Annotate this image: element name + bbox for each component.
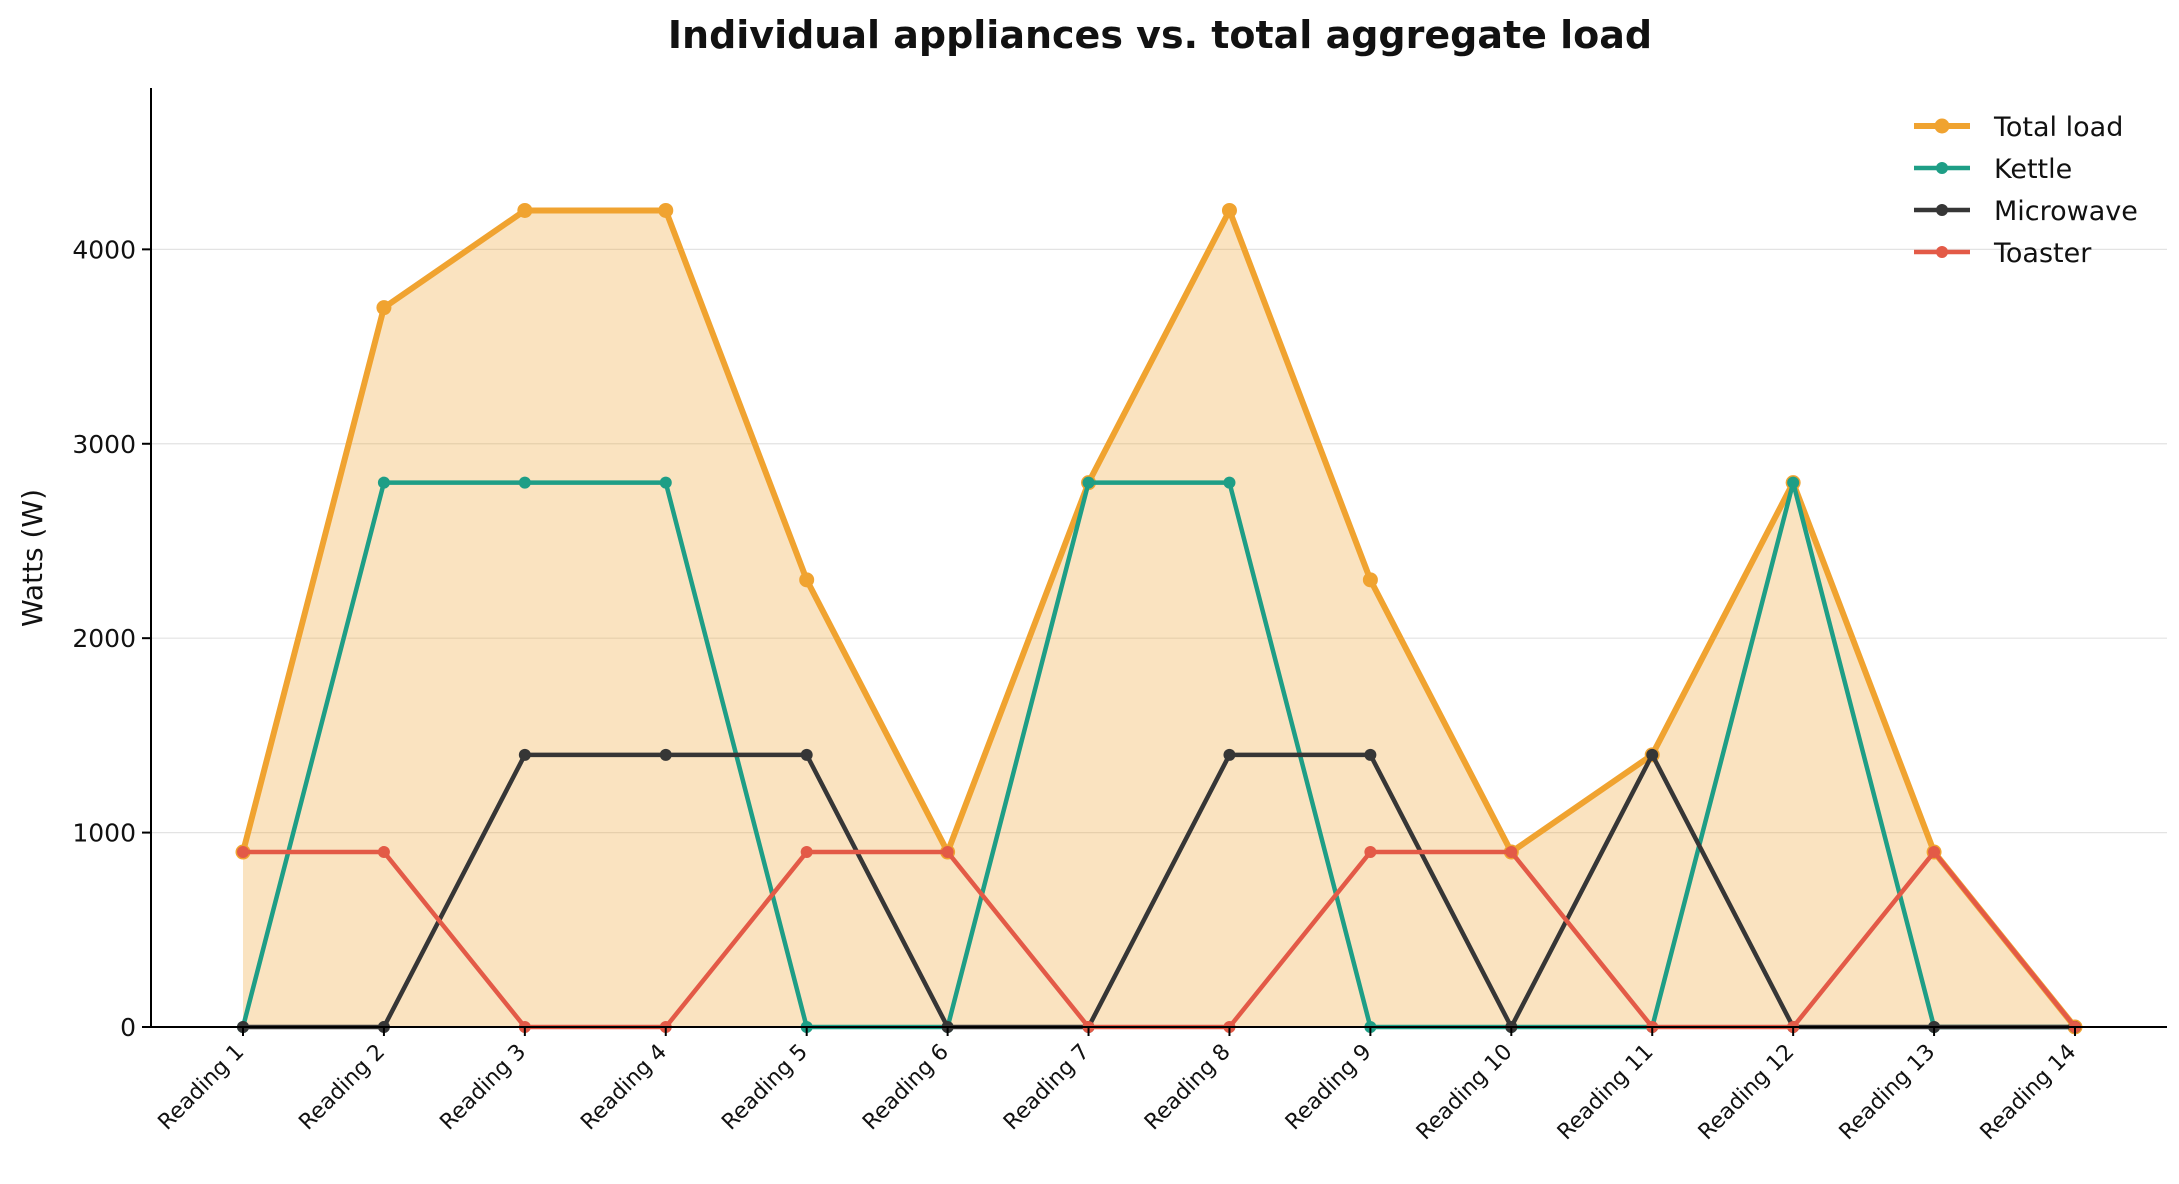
point-toaster-6 — [941, 846, 954, 859]
point-kettle-2 — [377, 476, 390, 489]
point-total-load-3 — [517, 202, 533, 218]
legend-item-toaster: Toaster — [1914, 238, 2092, 269]
total-load-area — [243, 210, 2075, 1027]
point-microwave-3 — [518, 748, 531, 761]
x-tick-label-3: Reading 3 — [435, 1040, 531, 1136]
line-total-load — [240, 207, 2078, 1029]
point-microwave-11 — [1646, 748, 1659, 761]
point-total-load-9 — [1362, 572, 1378, 588]
point-toaster-10 — [1505, 846, 1518, 859]
point-total-load-8 — [1221, 202, 1237, 218]
point-kettle-3 — [518, 476, 531, 489]
y-tick-label-4000: 4000 — [72, 235, 136, 264]
legend-label-total-load: Total load — [1993, 112, 2123, 143]
point-total-load-4 — [658, 202, 674, 218]
x-tick-label-2: Reading 2 — [294, 1040, 390, 1136]
x-tick-label-11: Reading 11 — [1553, 1040, 1659, 1146]
x-tick-label-6: Reading 6 — [858, 1040, 954, 1136]
x-tick-label-5: Reading 5 — [717, 1040, 813, 1136]
x-tick-label-12: Reading 12 — [1694, 1040, 1800, 1146]
legend-item-microwave: Microwave — [1914, 196, 2138, 227]
legend-item-kettle: Kettle — [1914, 154, 2072, 185]
line-microwave — [243, 752, 2075, 1030]
point-toaster-9 — [1364, 846, 1377, 859]
legend-label-kettle: Kettle — [1994, 154, 2072, 185]
point-kettle-8 — [1223, 476, 1236, 489]
x-tick-label-1: Reading 1 — [154, 1040, 250, 1136]
point-microwave-4 — [659, 748, 672, 761]
y-axis-label: Watts (W) — [16, 489, 49, 627]
legend-marker-toaster — [1936, 246, 1948, 258]
point-total-load-5 — [799, 572, 815, 588]
point-kettle-12 — [1787, 476, 1800, 489]
y-tick-labels: 0 1000 2000 3000 4000 — [72, 235, 151, 1042]
point-toaster-13 — [1928, 846, 1941, 859]
legend-label-microwave: Microwave — [1994, 196, 2138, 227]
area-total-load — [243, 210, 2075, 1027]
point-microwave-8 — [1223, 748, 1236, 761]
gridlines — [151, 248, 2167, 834]
legend: Total load Kettle Microwave Toaster — [1914, 112, 2138, 269]
point-toaster-1 — [237, 846, 249, 859]
legend-item-total-load: Total load — [1914, 112, 2123, 143]
legend-marker-total-load — [1934, 118, 1950, 134]
point-total-load-2 — [376, 300, 392, 316]
x-tick-label-13: Reading 13 — [1835, 1040, 1941, 1146]
x-tick-label-7: Reading 7 — [999, 1040, 1095, 1136]
y-tick-label-3000: 3000 — [72, 430, 136, 459]
y-tick-label-2000: 2000 — [72, 624, 136, 653]
x-tick-label-8: Reading 8 — [1140, 1040, 1236, 1136]
point-toaster-5 — [800, 846, 813, 859]
point-kettle-4 — [659, 476, 672, 489]
legend-label-toaster: Toaster — [1993, 238, 2092, 269]
point-microwave-9 — [1364, 748, 1377, 761]
point-microwave-5 — [800, 748, 813, 761]
axes — [150, 88, 2167, 1028]
chart-title: Individual appliances vs. total aggregat… — [668, 13, 1652, 57]
line-kettle — [240, 480, 2075, 1030]
x-tick-label-10: Reading 10 — [1412, 1040, 1518, 1146]
x-tick-label-14: Reading 14 — [1976, 1040, 2082, 1146]
point-toaster-2 — [377, 846, 390, 859]
x-tick-label-9: Reading 9 — [1281, 1040, 1377, 1136]
legend-marker-microwave — [1936, 204, 1948, 216]
y-tick-label-0: 0 — [120, 1013, 136, 1042]
legend-marker-kettle — [1936, 162, 1948, 174]
point-kettle-7 — [1082, 476, 1095, 489]
x-tick-label-4: Reading 4 — [576, 1040, 672, 1136]
y-tick-label-1000: 1000 — [72, 819, 136, 848]
x-tick-labels: Reading 1 Reading 2 Reading 3 Reading 4 Read… — [154, 1027, 2082, 1146]
